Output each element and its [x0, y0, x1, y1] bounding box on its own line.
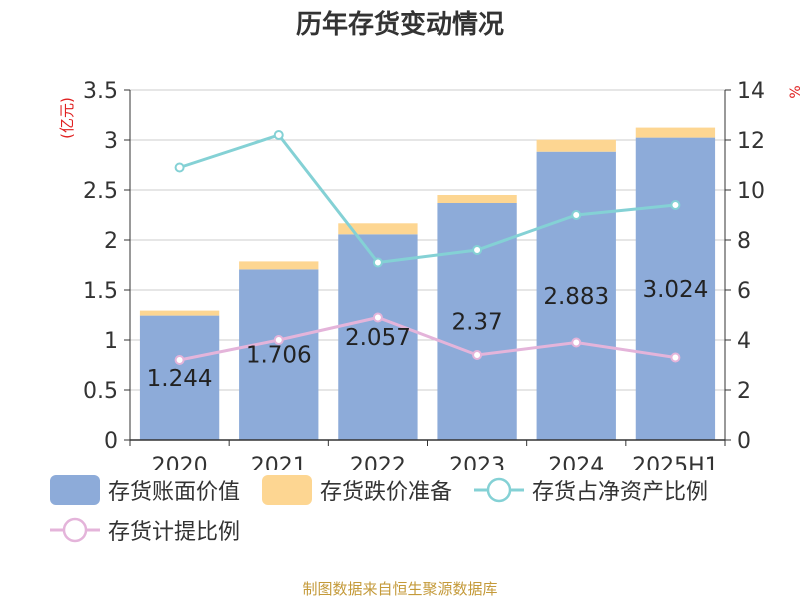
chart-title: 历年存货变动情况	[295, 10, 504, 40]
line-net-asset-ratio	[179, 133, 676, 265]
bar-book-value	[437, 203, 517, 440]
point-net-asset-ratio	[273, 130, 284, 140]
y-left-tick-label: 1.5	[83, 279, 118, 304]
legend-swatch-impairment	[262, 475, 313, 505]
y-left-axis-label: (亿元)	[58, 97, 76, 139]
legend-label-book-value: 存货账面价值	[108, 480, 241, 505]
y-right-tick-label: 0	[737, 429, 751, 454]
legend-item-net-asset-ratio[interactable]: 存货占净资产比例	[474, 470, 708, 510]
x-tick-label: 2024	[548, 454, 604, 470]
point-provision-ratio	[670, 352, 681, 363]
y-left-tick-label: 3.5	[83, 79, 118, 104]
y-left-tick-label: 2	[104, 229, 118, 254]
chart-legend: 存货账面价值 存货跌价准备 存货占净资产比例 存货计提比例	[50, 470, 790, 550]
bar-data-label: 2.883	[543, 284, 609, 310]
bar-book-value	[239, 269, 319, 440]
bar-book-value	[139, 315, 220, 440]
bar-impairment	[338, 223, 418, 235]
legend-swatch-book-value	[50, 475, 100, 505]
point-net-asset-ratio	[372, 257, 383, 268]
chart-plot: 0 0.5 1 1.5 2 2.5 3 3.5 0 2 4 6 8 10 12 14 (亿元)% 2020 2021…	[58, 79, 800, 470]
legend-item-book-value[interactable]: 存货账面价值	[50, 470, 240, 510]
bar-data-label: 1.244	[147, 366, 213, 392]
y-left-tick-label: 0	[104, 429, 118, 454]
point-net-asset-ratio	[472, 245, 483, 255]
legend-item-provision-ratio[interactable]: 存货计提比例	[50, 510, 240, 550]
legend-label-net-asset-ratio: 存货占净资产比例	[532, 480, 709, 505]
source-note: 制图数据来自恒生聚源数据库	[302, 580, 498, 598]
bar-data-label: 2.37	[451, 310, 502, 336]
x-tick-label: 2022	[350, 454, 406, 470]
bar-impairment	[239, 261, 319, 270]
bar-book-value	[338, 234, 418, 440]
y-left-tick-label: 0.5	[83, 379, 118, 404]
point-provision-ratio	[174, 355, 185, 365]
bar-data-label: 2.057	[345, 325, 411, 351]
bar-data-label: 1.706	[246, 343, 312, 369]
bar-book-value	[635, 137, 716, 440]
bar-data-label: 3.024	[642, 277, 708, 303]
line-provision-ratio	[179, 315, 676, 362]
legend-swatch-net-asset-ratio	[474, 477, 525, 503]
y-left-tick-label: 3	[104, 129, 118, 154]
point-provision-ratio	[372, 312, 383, 323]
point-provision-ratio	[472, 350, 483, 360]
y-left-tick-label: 2.5	[83, 179, 118, 204]
x-tick-label: 2020	[152, 454, 208, 470]
point-net-asset-ratio	[174, 162, 185, 173]
y-right-tick-label: 12	[737, 129, 765, 154]
y-right-tick-label: 4	[737, 329, 751, 354]
legend-swatch-provision-ratio	[50, 517, 100, 543]
bar-book-value	[536, 151, 616, 440]
y-right-tick-label: 2	[737, 379, 751, 404]
y-right-tick-label: 8	[737, 229, 751, 254]
bar-impairment	[536, 139, 616, 152]
y-right-axis-label: %	[788, 85, 800, 98]
legend-item-impairment[interactable]: 存货跌价准备	[262, 470, 452, 510]
point-provision-ratio	[273, 335, 284, 345]
point-provision-ratio	[571, 337, 582, 348]
x-tick-label: 2025H1	[632, 454, 719, 470]
y-right-tick-label: 6	[737, 279, 751, 304]
bar-impairment	[635, 127, 716, 138]
y-right-tick-label: 14	[737, 79, 765, 104]
x-tick-label: 2023	[449, 454, 505, 470]
bar-impairment	[437, 195, 517, 203]
legend-label-provision-ratio: 存货计提比例	[108, 520, 241, 545]
y-left-tick-label: 1	[104, 329, 118, 354]
y-right-tick-label: 10	[737, 179, 765, 204]
bar-impairment	[139, 310, 220, 316]
x-tick-label: 2021	[251, 454, 307, 470]
point-net-asset-ratio	[670, 200, 681, 210]
legend-label-impairment: 存货跌价准备	[320, 480, 453, 505]
point-net-asset-ratio	[571, 210, 582, 220]
